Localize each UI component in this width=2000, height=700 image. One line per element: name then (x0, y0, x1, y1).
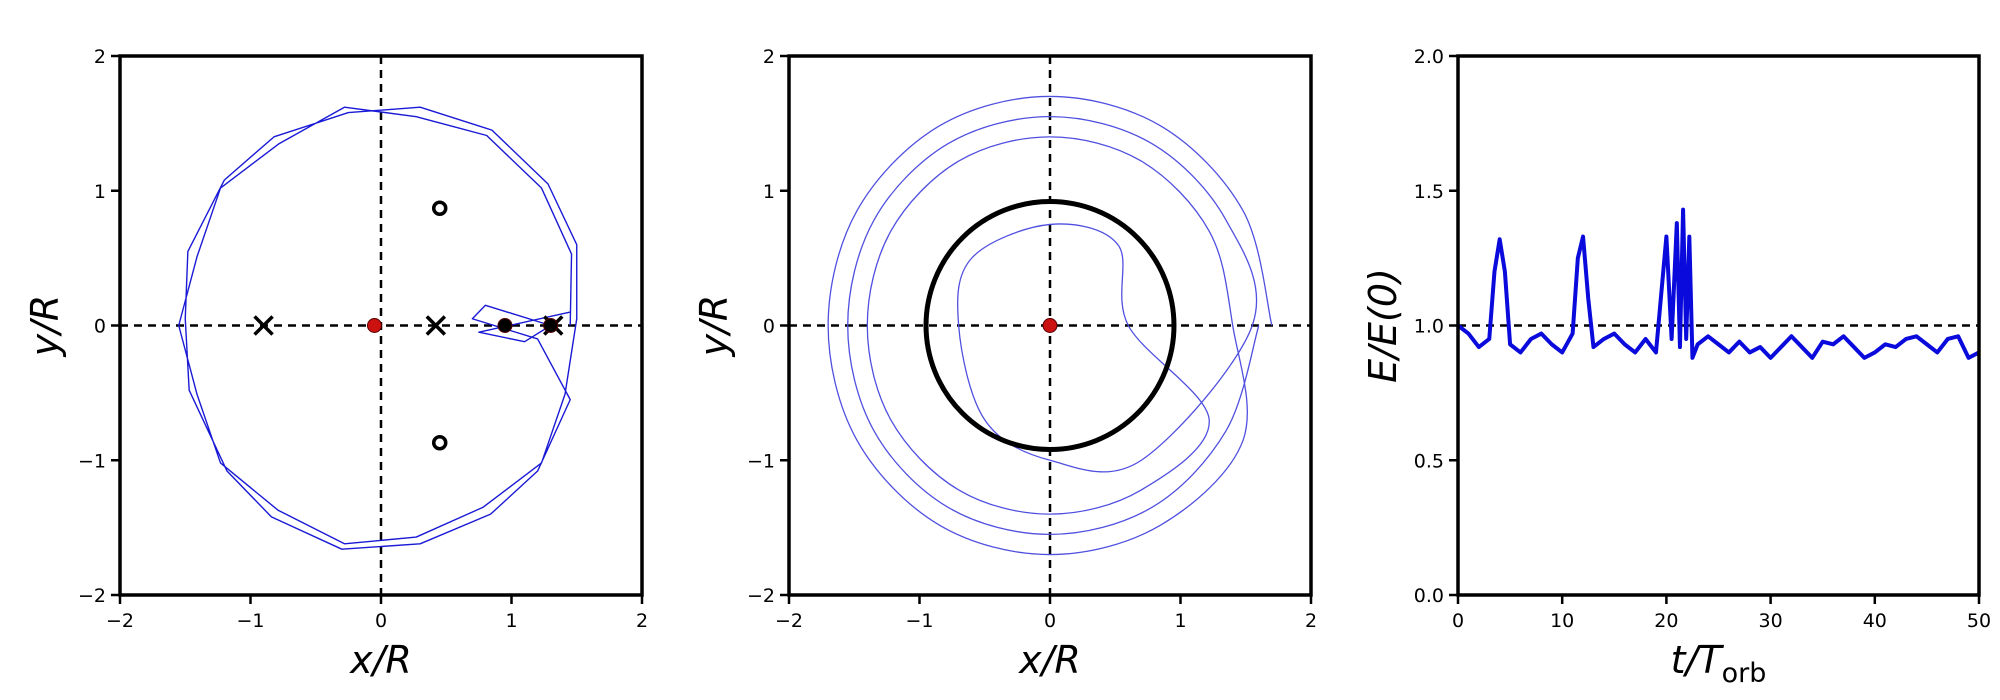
x-tick-label: −2 (775, 610, 803, 632)
y-tick-label: 0 (94, 316, 106, 338)
x-tick-label: −1 (236, 610, 264, 632)
y-tick-label: −2 (78, 585, 106, 607)
y-tick-label: 0.5 (1414, 450, 1444, 472)
trajectory-line (178, 106, 578, 550)
dot-marker (366, 318, 382, 333)
y-tick-label: 1.0 (1414, 316, 1444, 338)
x-axis-label: t/Torb (1671, 638, 1767, 689)
y-tick-label: 1 (763, 181, 775, 203)
y-axis-label: E/E(0) (1361, 268, 1405, 383)
x-axis-label: x/R (1018, 638, 1081, 682)
x-tick-label: −1 (905, 610, 933, 632)
y-tick-label: −1 (78, 450, 106, 472)
y-tick-label: 1.5 (1414, 181, 1444, 203)
dot-marker (543, 318, 559, 333)
x-tick-label: 0 (375, 610, 387, 632)
y-axis-label: y/R (23, 295, 67, 358)
cross-marker (253, 315, 274, 336)
y-tick-label: 2 (763, 46, 775, 68)
dot-marker (1042, 318, 1058, 333)
y-tick-label: 2 (94, 46, 106, 68)
y-tick-label: −1 (747, 450, 775, 472)
x-axis-label-main: x/R (1018, 638, 1081, 682)
x-tick-label: 2 (636, 610, 648, 632)
y-tick-label: 0.0 (1414, 585, 1444, 607)
x-tick-label: −2 (106, 610, 134, 632)
reference-circle (923, 199, 1177, 452)
y-tick-label: −2 (747, 585, 775, 607)
y-axis-label: y/R (692, 295, 736, 358)
y-tick-label: 0 (763, 316, 775, 338)
x-tick-label: 0 (1452, 610, 1464, 632)
x-axis-label-main: t/T (1671, 638, 1725, 682)
x-tick-label: 2 (1305, 610, 1317, 632)
x-tick-label: 50 (1967, 610, 1991, 632)
x-axis-label: x/R (349, 638, 412, 682)
x-tick-label: 30 (1759, 610, 1783, 632)
axes-frame (1456, 54, 1981, 597)
x-tick-label: 1 (505, 610, 517, 632)
x-tick-label: 20 (1654, 610, 1678, 632)
x-tick-label: 1 (1174, 610, 1186, 632)
ring-marker (431, 434, 448, 451)
x-tick-label: 10 (1550, 610, 1574, 632)
x-tick-label: 40 (1863, 610, 1887, 632)
y-tick-label: 2.0 (1414, 46, 1444, 68)
cross-marker (425, 315, 447, 336)
y-tick-label: 1 (94, 181, 106, 203)
trajectory-line (827, 95, 1273, 556)
trajectory-line (1456, 207, 1980, 360)
dot-marker (497, 318, 513, 333)
x-axis-label-subscript: orb (1722, 658, 1767, 689)
x-tick-label: 0 (1044, 610, 1056, 632)
x-axis-label-main: x/R (349, 638, 412, 682)
ring-marker (431, 200, 448, 217)
